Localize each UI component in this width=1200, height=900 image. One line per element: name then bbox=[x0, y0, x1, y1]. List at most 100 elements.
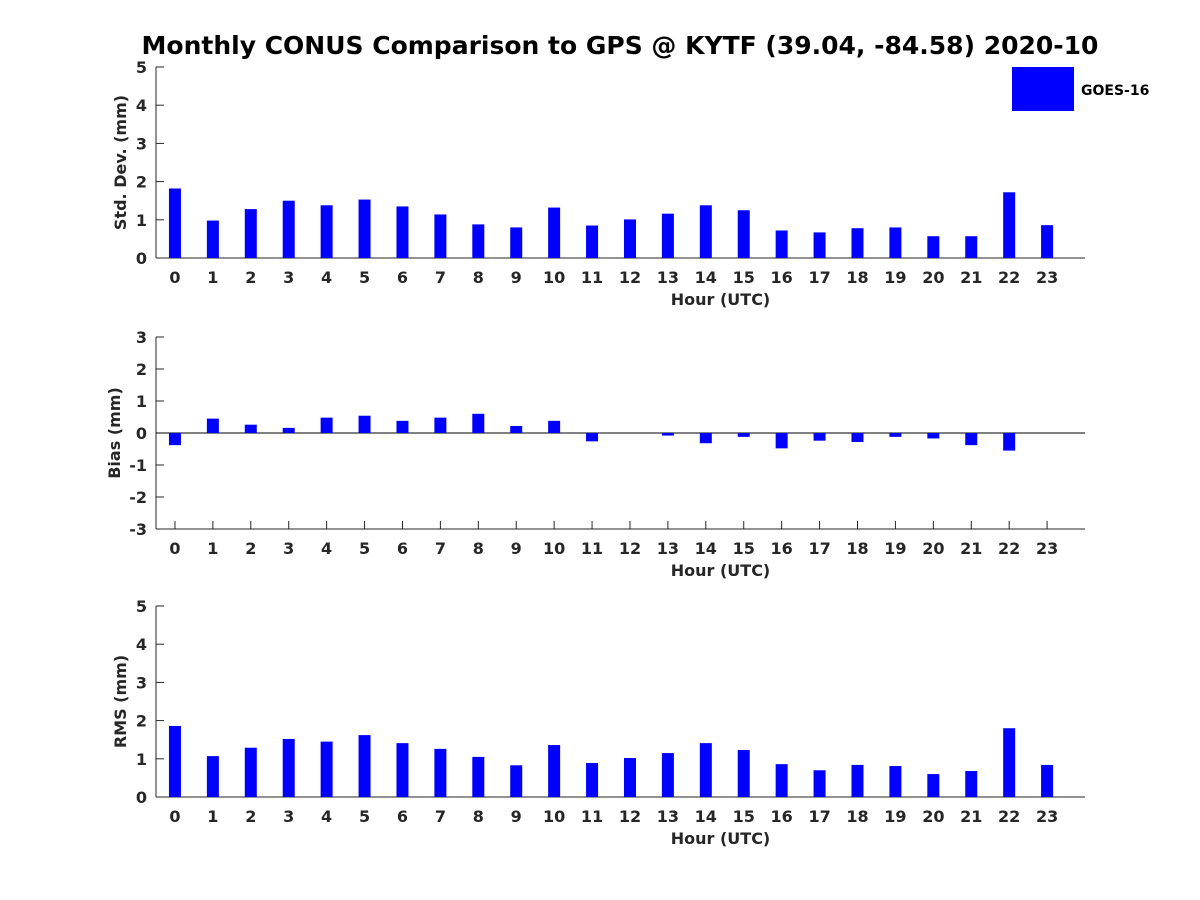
bar-rms-hour-9 bbox=[510, 765, 523, 797]
bar-rms-hour-5 bbox=[358, 735, 371, 797]
x-tick-label-bias: 8 bbox=[473, 539, 484, 558]
y-tick-label-std: 5 bbox=[136, 58, 147, 77]
bar-std-hour-6 bbox=[396, 206, 409, 258]
y-tick-label-rms: 4 bbox=[136, 635, 147, 654]
x-tick-label-std: 11 bbox=[581, 268, 603, 287]
y-tick-label-bias: 0 bbox=[136, 424, 147, 443]
x-tick-label-bias: 0 bbox=[169, 539, 180, 558]
bar-rms-hour-16 bbox=[775, 764, 788, 797]
x-tick-label-std: 4 bbox=[321, 268, 332, 287]
x-tick-label-rms: 19 bbox=[884, 807, 906, 826]
bar-std-hour-1 bbox=[206, 220, 219, 258]
x-tick-label-bias: 9 bbox=[511, 539, 522, 558]
bar-rms-hour-17 bbox=[813, 770, 826, 797]
bar-bias-hour-14 bbox=[699, 433, 712, 444]
legend-label-goes16: GOES-16 bbox=[1081, 83, 1149, 99]
bar-std-hour-8 bbox=[472, 224, 485, 258]
bar-rms-hour-13 bbox=[661, 753, 674, 797]
bar-std-hour-18 bbox=[851, 228, 864, 258]
y-tick-label-rms: 0 bbox=[136, 788, 147, 807]
y-axis-label-std: Std. Dev. (mm) bbox=[111, 95, 130, 230]
bar-std-hour-0 bbox=[168, 188, 181, 258]
y-tick-label-bias: -3 bbox=[129, 520, 147, 539]
bar-bias-hour-7 bbox=[434, 417, 447, 433]
bar-std-hour-15 bbox=[737, 210, 750, 258]
bar-rms-hour-14 bbox=[699, 743, 712, 797]
x-tick-label-rms: 16 bbox=[771, 807, 793, 826]
bar-rms-hour-8 bbox=[472, 756, 485, 797]
x-axis-label-std: Hour (UTC) bbox=[671, 290, 771, 309]
bar-bias-hour-22 bbox=[1003, 433, 1016, 451]
bar-rms-hour-11 bbox=[586, 763, 599, 797]
y-tick-label-bias: 3 bbox=[136, 328, 147, 347]
x-axis-label-rms: Hour (UTC) bbox=[671, 829, 771, 848]
x-tick-label-rms: 23 bbox=[1036, 807, 1058, 826]
bar-std-hour-22 bbox=[1003, 192, 1016, 258]
bar-std-hour-7 bbox=[434, 214, 447, 258]
x-tick-label-std: 16 bbox=[771, 268, 793, 287]
x-tick-label-std: 2 bbox=[245, 268, 256, 287]
y-tick-label-rms: 3 bbox=[136, 673, 147, 692]
y-tick-label-bias: 1 bbox=[136, 392, 147, 411]
x-tick-label-std: 1 bbox=[207, 268, 218, 287]
bar-std-hour-19 bbox=[889, 227, 902, 258]
x-tick-label-std: 13 bbox=[657, 268, 679, 287]
y-tick-label-std: 1 bbox=[136, 211, 147, 230]
bar-std-hour-16 bbox=[775, 230, 788, 258]
bar-bias-hour-5 bbox=[358, 415, 371, 433]
bar-bias-hour-4 bbox=[320, 417, 333, 433]
y-tick-label-rms: 5 bbox=[136, 597, 147, 616]
bar-bias-hour-1 bbox=[206, 418, 219, 433]
x-tick-label-std: 9 bbox=[511, 268, 522, 287]
bar-rms-hour-23 bbox=[1041, 764, 1054, 797]
bar-rms-hour-7 bbox=[434, 748, 447, 797]
x-tick-label-rms: 4 bbox=[321, 807, 332, 826]
bar-bias-hour-16 bbox=[775, 433, 788, 449]
x-tick-label-rms: 15 bbox=[733, 807, 755, 826]
bar-bias-hour-20 bbox=[927, 433, 940, 439]
x-tick-label-rms: 9 bbox=[511, 807, 522, 826]
y-tick-label-bias: -2 bbox=[129, 488, 147, 507]
bar-rms-hour-15 bbox=[737, 750, 750, 797]
bar-bias-hour-17 bbox=[813, 433, 826, 441]
bar-rms-hour-0 bbox=[168, 725, 181, 797]
x-tick-label-rms: 5 bbox=[359, 807, 370, 826]
bar-rms-hour-18 bbox=[851, 764, 864, 797]
bar-bias-hour-21 bbox=[965, 433, 978, 446]
x-tick-label-rms: 17 bbox=[808, 807, 830, 826]
bar-std-hour-20 bbox=[927, 236, 940, 258]
x-tick-label-rms: 18 bbox=[846, 807, 868, 826]
bar-bias-hour-6 bbox=[396, 420, 409, 433]
y-tick-label-std: 2 bbox=[136, 173, 147, 192]
x-tick-label-std: 7 bbox=[435, 268, 446, 287]
x-tick-label-rms: 7 bbox=[435, 807, 446, 826]
x-tick-label-std: 10 bbox=[543, 268, 565, 287]
bar-std-hour-21 bbox=[965, 236, 978, 258]
bar-std-hour-10 bbox=[548, 207, 561, 258]
bar-bias-hour-15 bbox=[737, 433, 750, 437]
x-axis-label-bias: Hour (UTC) bbox=[671, 561, 771, 580]
bar-std-hour-14 bbox=[699, 205, 712, 258]
x-tick-label-rms: 2 bbox=[245, 807, 256, 826]
x-tick-label-rms: 12 bbox=[619, 807, 641, 826]
x-tick-label-std: 14 bbox=[695, 268, 717, 287]
x-tick-label-rms: 14 bbox=[695, 807, 717, 826]
bar-bias-hour-13 bbox=[661, 433, 674, 436]
x-tick-label-bias: 13 bbox=[657, 539, 679, 558]
y-tick-label-std: 0 bbox=[136, 249, 147, 268]
x-tick-label-std: 22 bbox=[998, 268, 1020, 287]
x-tick-label-std: 19 bbox=[884, 268, 906, 287]
bar-rms-hour-6 bbox=[396, 743, 409, 797]
x-tick-label-bias: 15 bbox=[733, 539, 755, 558]
bar-bias-hour-19 bbox=[889, 433, 902, 437]
x-tick-label-bias: 4 bbox=[321, 539, 332, 558]
x-tick-label-rms: 0 bbox=[169, 807, 180, 826]
y-tick-label-rms: 1 bbox=[136, 750, 147, 769]
bar-bias-hour-2 bbox=[244, 424, 257, 433]
bar-std-hour-5 bbox=[358, 199, 371, 258]
x-tick-label-bias: 18 bbox=[846, 539, 868, 558]
x-tick-label-rms: 21 bbox=[960, 807, 982, 826]
